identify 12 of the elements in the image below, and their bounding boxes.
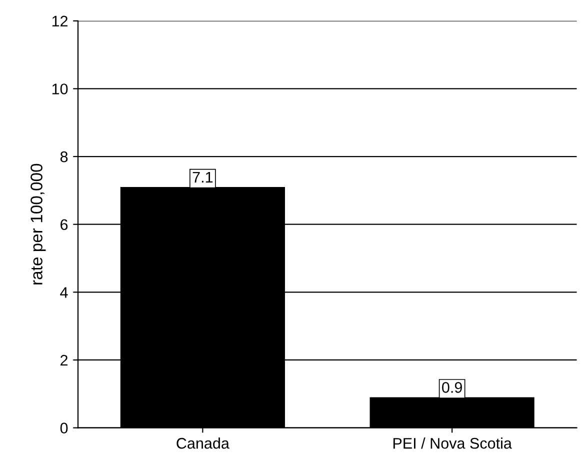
y-tick-label: 0 [60,422,68,434]
y-tick-label: 6 [60,219,68,230]
y-tick-label: 10 [52,84,68,94]
y-tick-label: 8 [60,151,68,162]
y-tick-label: 2 [60,354,68,366]
x-tick-label: PEI / Nova Scotia [393,438,512,449]
x-tick-label: Canada [176,438,230,449]
y-tick-label: 4 [60,287,68,298]
data-label: 7.1 [192,172,213,182]
y-tick-label: 12 [52,16,68,26]
data-label: 0.9 [442,382,462,393]
y-axis-title: rate per 100,000 [30,164,46,284]
